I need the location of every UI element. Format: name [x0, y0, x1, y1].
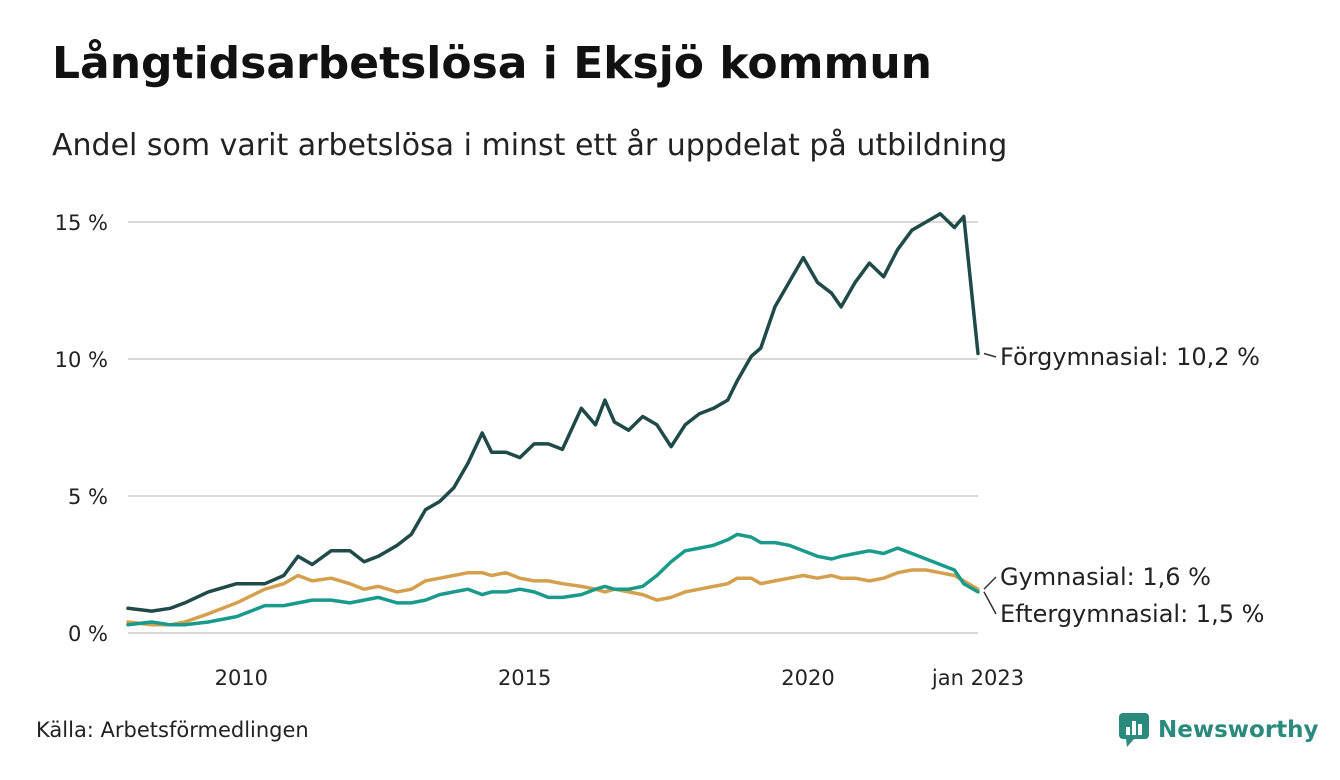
leader-line — [983, 352, 997, 358]
series-line-eftergymnasial — [126, 532, 980, 627]
leader-line — [983, 576, 997, 590]
end-label-eftergymnasial: Eftergymnasial: 1,5 % — [1000, 600, 1264, 628]
x-tick-label: 2020 — [781, 666, 834, 690]
x-tick-label: 2015 — [498, 666, 551, 690]
series-line-forgymnasial — [126, 212, 980, 613]
x-axis-ticks: 2010 2015 2020 jan 2023 — [215, 666, 1024, 690]
y-tick-label: 5 % — [68, 485, 108, 509]
series-line-gymnasial — [126, 568, 980, 627]
end-labels: Förgymnasial: 10,2 % Gymnasial: 1,6 % Efte… — [983, 343, 1264, 628]
brand-name: Newsworthy — [1158, 717, 1319, 743]
x-tick-label: 2010 — [215, 666, 268, 690]
source-note: Källa: Arbetsförmedlingen — [36, 718, 309, 742]
line-chart: 0 % 5 % 10 % 15 % 2010 2015 2020 jan 2023 Förg… — [55, 211, 1265, 690]
brand-logo: Newsworthy — [1118, 712, 1319, 748]
series-lines — [126, 212, 980, 627]
newsworthy-icon — [1119, 713, 1149, 747]
y-tick-label: 0 % — [68, 622, 108, 646]
chart-subtitle: Andel som varit arbetslösa i minst ett å… — [52, 128, 1008, 163]
leader-line — [983, 591, 997, 615]
end-label-forgymnasial: Förgymnasial: 10,2 % — [1000, 343, 1260, 371]
chart-title: Långtidsarbetslösa i Eksjö kommun — [52, 38, 932, 89]
gridlines — [128, 221, 978, 634]
y-tick-label: 10 % — [55, 348, 108, 372]
y-axis-ticks: 0 % 5 % 10 % 15 % — [55, 211, 108, 646]
end-label-gymnasial: Gymnasial: 1,6 % — [1000, 563, 1211, 591]
y-tick-label: 15 % — [55, 211, 108, 235]
x-tick-label: jan 2023 — [931, 666, 1024, 690]
